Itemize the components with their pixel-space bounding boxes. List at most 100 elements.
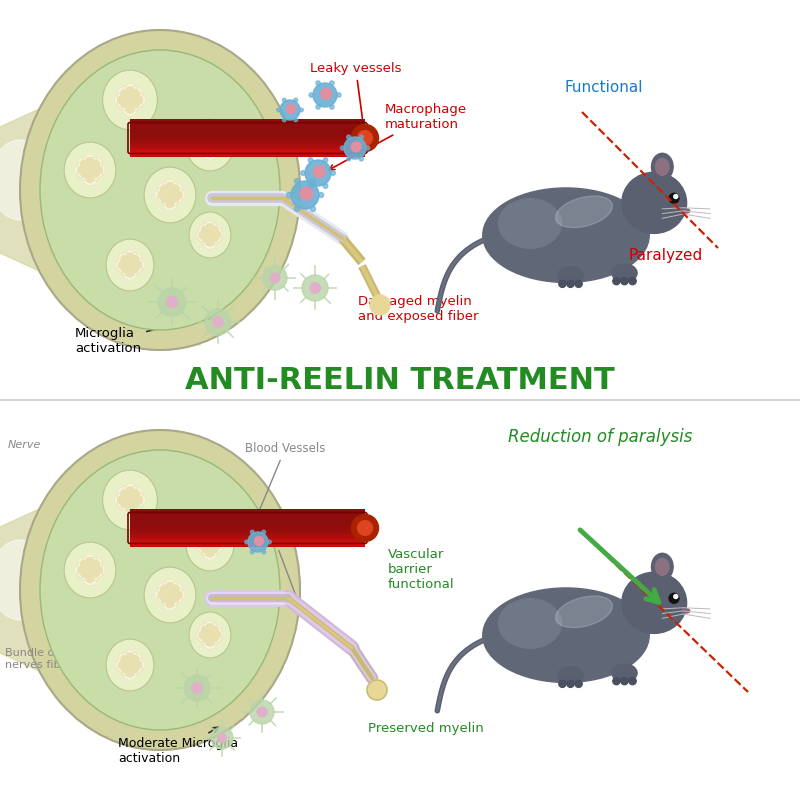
Ellipse shape	[622, 572, 686, 634]
Circle shape	[358, 130, 373, 146]
Bar	[130, 138, 365, 155]
Circle shape	[202, 634, 218, 650]
Circle shape	[206, 141, 214, 149]
Circle shape	[206, 231, 214, 239]
Ellipse shape	[622, 172, 686, 234]
Circle shape	[81, 560, 89, 569]
Ellipse shape	[651, 554, 673, 580]
Circle shape	[211, 727, 233, 749]
Circle shape	[192, 682, 202, 693]
Circle shape	[351, 142, 361, 152]
Circle shape	[166, 199, 174, 207]
Circle shape	[268, 540, 271, 544]
Circle shape	[126, 269, 134, 277]
Circle shape	[207, 540, 222, 555]
Circle shape	[81, 160, 89, 169]
Circle shape	[277, 108, 280, 112]
Title: ANTI-REELIN TREATMENT: ANTI-REELIN TREATMENT	[185, 366, 615, 395]
Circle shape	[207, 140, 222, 155]
Circle shape	[210, 543, 219, 552]
Circle shape	[370, 295, 390, 315]
Circle shape	[202, 146, 218, 160]
Circle shape	[118, 261, 127, 269]
Circle shape	[286, 105, 295, 114]
Circle shape	[82, 562, 98, 578]
Ellipse shape	[0, 540, 50, 620]
Circle shape	[195, 538, 210, 553]
Circle shape	[162, 187, 178, 202]
Circle shape	[210, 143, 219, 152]
Circle shape	[358, 521, 373, 535]
Circle shape	[117, 86, 132, 102]
Text: Myelin: Myelin	[255, 532, 301, 608]
Circle shape	[669, 194, 679, 203]
Circle shape	[118, 96, 126, 104]
Circle shape	[286, 193, 291, 198]
Circle shape	[126, 261, 134, 269]
Bar	[130, 513, 365, 535]
Circle shape	[206, 223, 222, 238]
Circle shape	[134, 96, 142, 104]
Circle shape	[174, 591, 182, 599]
Circle shape	[122, 83, 138, 98]
Circle shape	[130, 663, 139, 672]
Circle shape	[250, 700, 274, 724]
Circle shape	[330, 105, 334, 109]
Circle shape	[82, 162, 98, 178]
Circle shape	[86, 574, 94, 582]
Circle shape	[131, 490, 140, 498]
Circle shape	[198, 140, 213, 155]
Circle shape	[201, 536, 210, 544]
Circle shape	[218, 734, 226, 742]
Circle shape	[248, 532, 268, 552]
Circle shape	[206, 549, 214, 557]
Circle shape	[122, 483, 138, 498]
Ellipse shape	[558, 666, 583, 685]
Ellipse shape	[106, 239, 154, 291]
Circle shape	[118, 661, 127, 669]
Ellipse shape	[612, 264, 637, 282]
Circle shape	[669, 594, 679, 603]
Circle shape	[130, 258, 145, 273]
Bar	[130, 143, 365, 157]
Bar	[130, 516, 365, 542]
Circle shape	[282, 118, 286, 122]
Circle shape	[206, 533, 214, 542]
Circle shape	[115, 258, 130, 273]
Circle shape	[344, 137, 366, 159]
Text: Preserved myelin: Preserved myelin	[368, 722, 484, 735]
Circle shape	[184, 675, 210, 701]
Circle shape	[74, 562, 90, 578]
Circle shape	[366, 146, 370, 150]
Circle shape	[202, 221, 218, 235]
Circle shape	[314, 166, 325, 178]
Circle shape	[127, 652, 142, 667]
Circle shape	[161, 586, 169, 594]
Circle shape	[130, 656, 139, 664]
Circle shape	[126, 96, 134, 104]
Circle shape	[206, 238, 214, 246]
Ellipse shape	[655, 158, 669, 175]
Circle shape	[127, 660, 142, 675]
Circle shape	[171, 586, 179, 594]
Circle shape	[250, 530, 254, 534]
Circle shape	[210, 633, 218, 642]
Circle shape	[206, 630, 222, 645]
Ellipse shape	[40, 450, 280, 730]
Circle shape	[198, 132, 213, 147]
Circle shape	[78, 566, 86, 574]
Circle shape	[674, 194, 678, 198]
Text: Damaged myelin
and exposed fiber: Damaged myelin and exposed fiber	[358, 295, 478, 323]
Circle shape	[118, 652, 133, 667]
Circle shape	[126, 105, 134, 113]
Circle shape	[130, 256, 139, 264]
Circle shape	[330, 170, 335, 175]
Circle shape	[122, 502, 138, 517]
Circle shape	[254, 537, 263, 546]
Circle shape	[161, 594, 169, 602]
Circle shape	[316, 105, 320, 109]
Circle shape	[305, 160, 331, 186]
Circle shape	[126, 496, 134, 504]
Circle shape	[81, 569, 89, 577]
Circle shape	[122, 102, 138, 117]
